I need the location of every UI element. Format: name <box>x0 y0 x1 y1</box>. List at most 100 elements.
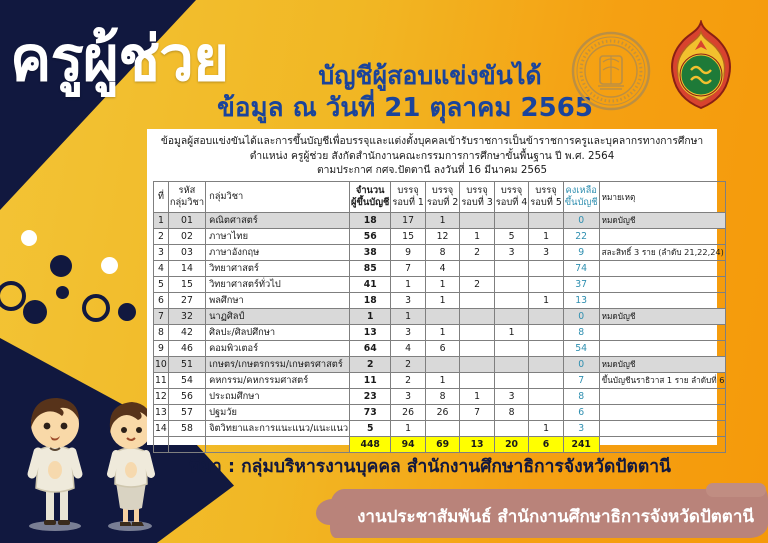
table-cell: 02 <box>167 227 207 245</box>
table-cell: 57 <box>167 403 207 421</box>
table-header-cell: หมายเหตุ <box>598 180 727 213</box>
table-cell: 3 <box>528 243 564 261</box>
cartoon-boy <box>27 398 83 525</box>
decorative-dot <box>21 230 37 246</box>
decorative-dot <box>101 257 118 274</box>
table-cell: 5 <box>349 419 392 437</box>
table-cell: 8 <box>562 323 600 341</box>
cartoon-girl <box>107 402 155 526</box>
table-header-cell: บรรจุ รอบที่ 1 <box>390 180 426 213</box>
table-cell: 3 <box>493 243 530 261</box>
table-cell <box>459 355 495 373</box>
table-row: 13 57 ปฐมวัย 73 26 26 7 8 6 <box>153 403 727 421</box>
table-cell: 1 <box>528 291 564 309</box>
table-cell: ศิลปะ/ศิลปศึกษา <box>205 323 351 341</box>
table-cell: 26 <box>390 403 426 421</box>
table-cell: ภาษาไทย <box>205 227 351 245</box>
table-total-cell: 94 <box>390 435 426 453</box>
table-cell: 11 <box>349 371 392 389</box>
table-cell: 3 <box>390 323 426 341</box>
table-cell: 41 <box>349 275 392 293</box>
table-cell: 1 <box>424 291 461 309</box>
table-cell: 1 <box>424 371 461 389</box>
footer-publisher-line: งานประชาสัมพันธ์ สำนักงานศึกษาธิการจังหว… <box>357 507 754 527</box>
table-cell <box>493 211 530 229</box>
table-cell: 12 <box>153 387 169 405</box>
table-cell: 1 <box>390 307 426 325</box>
table-cell: พลศึกษา <box>205 291 351 309</box>
table-cell <box>528 387 564 405</box>
table-row: 6 27 พลศึกษา 18 3 1 1 13 <box>153 291 727 309</box>
table-cell: 46 <box>167 339 207 357</box>
table-cell: 1 <box>390 275 426 293</box>
table-cell: 15 <box>390 227 426 245</box>
table-cell: 6 <box>562 403 600 421</box>
table-cell: 85 <box>349 259 392 277</box>
table-cell: 3 <box>390 387 426 405</box>
table-cell: 3 <box>153 243 169 261</box>
exam-results-table: ที่ รหัส กลุ่มวิชา กลุ่มวิชา จำนวน ผู้ขึ้นบัญ… <box>153 180 727 453</box>
table-cell: 56 <box>349 227 392 245</box>
poster-subtitle: บัญชีผู้สอบแข่งขันได้ <box>318 61 542 90</box>
table-title-line3: ตามประกาศ กศจ.ปัตตานี ลงวันที่ 16 มีนาคม… <box>316 164 548 177</box>
table-cell: 8 <box>424 387 461 405</box>
table-cell: 10 <box>153 355 169 373</box>
table-header-cell: รหัส กลุ่มวิชา <box>167 180 207 213</box>
table-cell: คหกรรม/คหกรรมศาสตร์ <box>205 371 351 389</box>
table-cell <box>598 403 727 421</box>
table-cell <box>598 339 727 357</box>
table-cell: 1 <box>493 323 530 341</box>
table-cell <box>493 259 530 277</box>
table-row: 5 15 วิทยาศาสตร์ทั่วไป 41 1 1 2 37 <box>153 275 727 293</box>
table-cell: 15 <box>167 275 207 293</box>
table-cell <box>528 403 564 421</box>
table-cell: 2 <box>153 227 169 245</box>
table-cell: วิทยาศาสตร์ทั่วไป <box>205 275 351 293</box>
table-cell <box>424 307 461 325</box>
table-cell: 1 <box>459 387 495 405</box>
table-row: 14 58 จิตวิทยาและการแนะแนว/แนะแนว 5 1 1 3 <box>153 419 727 437</box>
table-cell: 22 <box>562 227 600 245</box>
decorative-dot <box>82 294 110 322</box>
table-cell: 1 <box>349 307 392 325</box>
table-cell <box>528 323 564 341</box>
table-cell: คณิตศาสตร์ <box>205 211 351 229</box>
table-cell: ประถมศึกษา <box>205 387 351 405</box>
table-cell <box>459 419 495 437</box>
table-cell: 03 <box>167 243 207 261</box>
table-cell <box>598 323 727 341</box>
table-header-cell: จำนวน ผู้ขึ้นบัญชี <box>349 180 392 213</box>
table-cell: 8 <box>562 387 600 405</box>
table-cell: 64 <box>349 339 392 357</box>
table-header-cell: บรรจุ รอบที่ 4 <box>493 180 530 213</box>
table-row: 2 02 ภาษาไทย 56 15 12 1 5 1 22 <box>153 227 727 245</box>
table-cell: 1 <box>528 419 564 437</box>
table-cell <box>459 211 495 229</box>
decorative-dot <box>118 303 136 321</box>
table-cell: จิตวิทยาและการแนะแนว/แนะแนว <box>205 419 351 437</box>
table-cell: 23 <box>349 387 392 405</box>
table-cell: 5 <box>493 227 530 245</box>
table-cell: 6 <box>153 291 169 309</box>
table-cell: 7 <box>459 403 495 421</box>
table-row: 8 42 ศิลปะ/ศิลปศึกษา 13 3 1 1 8 <box>153 323 727 341</box>
table-cell <box>424 355 461 373</box>
table-cell: 2 <box>390 371 426 389</box>
table-cell: 18 <box>349 211 392 229</box>
table-cell <box>459 307 495 325</box>
table-cell: 0 <box>562 211 600 229</box>
table-cell: 5 <box>153 275 169 293</box>
table-row: 1 01 คณิตศาสตร์ 18 17 1 0 หมดบัญชี <box>153 211 727 229</box>
data-table-card: ข้อมูลผู้สอบแข่งขันได้และการขึ้นบัญชีเพื… <box>147 129 727 453</box>
table-cell <box>493 419 530 437</box>
table-cell: 73 <box>349 403 392 421</box>
table-cell <box>528 355 564 373</box>
decorative-dot <box>50 255 72 277</box>
table-cell: 14 <box>167 259 207 277</box>
table-header-row: ที่ รหัส กลุ่มวิชา กลุ่มวิชา จำนวน ผู้ขึ้นบัญ… <box>153 180 727 213</box>
table-cell: 12 <box>424 227 461 245</box>
table-cell: 13 <box>153 403 169 421</box>
decorative-dot <box>0 281 26 311</box>
table-title-line2: ตำแหน่ง ครูผู้ช่วย สังกัดสำนักงานคณะกรรม… <box>249 149 615 162</box>
table-cell: 2 <box>390 355 426 373</box>
